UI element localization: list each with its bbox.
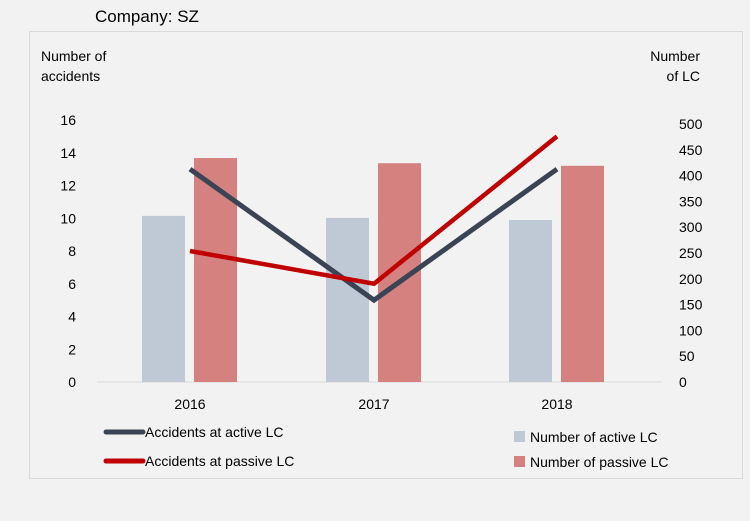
left-tick-label: 12 [60,178,76,194]
left-axis-label: Number of accidents [41,48,107,84]
left-tick-label: 10 [60,210,76,226]
bar-active-lc [326,217,369,382]
line-active-accidents [188,167,559,304]
x-tick-label: 2016 [174,396,205,412]
x-tick-label: 2018 [541,396,572,412]
legend-label: Number of passive LC [530,454,669,470]
right-tick-label: 450 [679,142,703,158]
right-tick-label: 350 [679,193,703,209]
chart-title: Company: SZ [95,7,199,26]
legend-bar-swatch [514,431,525,442]
legend-label: Accidents at passive LC [145,453,294,469]
right-tick-label: 400 [679,168,703,184]
left-tick-label: 2 [68,341,76,357]
left-tick-label: 14 [60,145,76,161]
x-tick-label: 2017 [358,396,389,412]
bar-passive-lc [561,165,604,382]
left-tick-label: 0 [68,374,76,390]
right-tick-label: 100 [679,322,703,338]
right-tick-label: 250 [679,245,703,261]
right-axis-label: Number of LC [650,48,700,84]
left-tick-label: 6 [68,276,76,292]
right-tick-label: 150 [679,297,703,313]
bar-active-lc [509,219,552,382]
legend-label: Accidents at active LC [145,424,284,440]
right-tick-label: 500 [679,116,703,132]
left-tick-label: 16 [60,112,76,128]
legend-bar-swatch [514,456,525,467]
left-tick-label: 8 [68,243,76,259]
left-tick-label: 4 [68,309,76,325]
legend-label: Number of active LC [530,429,658,445]
right-tick-label: 300 [679,219,703,235]
right-tick-label: 50 [679,348,695,364]
bar-active-lc [142,215,185,382]
bar-passive-lc [194,158,237,382]
right-tick-label: 200 [679,271,703,287]
right-tick-label: 0 [679,374,687,390]
line-passive-accidents [189,134,559,287]
